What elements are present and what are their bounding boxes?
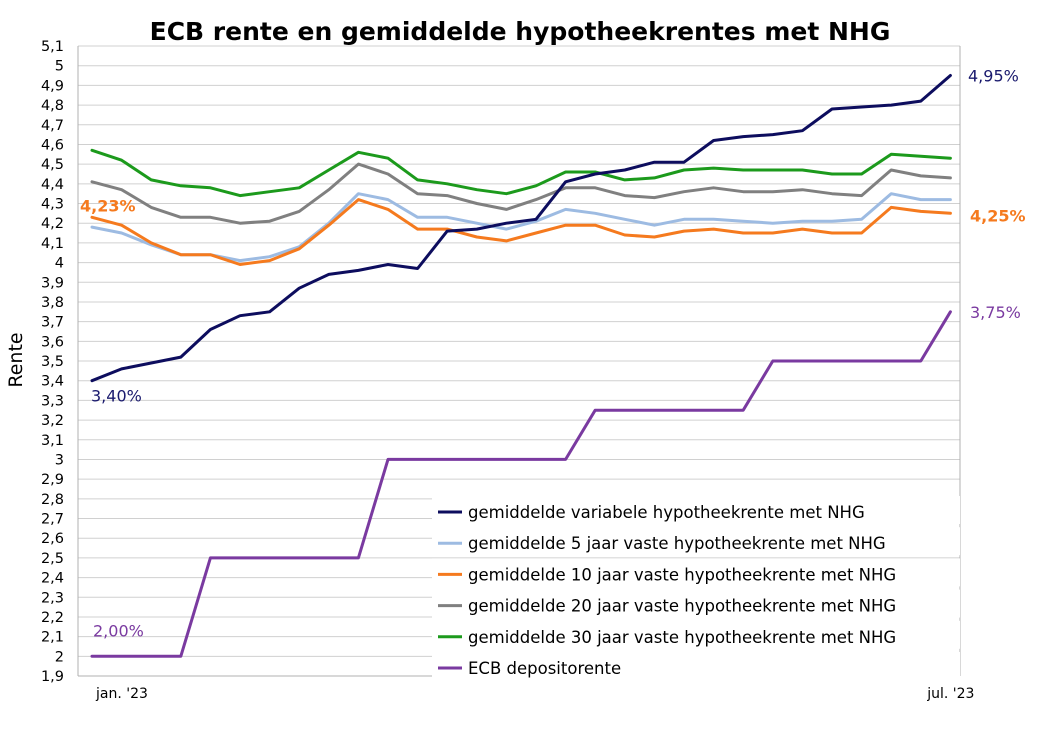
- legend-entry: gemiddelde variabele hypotheekrente met …: [468, 503, 865, 522]
- y-tick-label: 2,1: [41, 630, 64, 646]
- y-tick-label: 4,7: [41, 118, 64, 134]
- y-tick-label: 3,8: [41, 295, 64, 311]
- legend-bg: [432, 558, 960, 587]
- legend-bg: [432, 496, 960, 524]
- legend-bg: [432, 652, 960, 680]
- y-tick-label: 3,4: [41, 374, 64, 390]
- series-line: [90, 162, 952, 225]
- y-tick-label: 3,1: [41, 433, 64, 449]
- y-tick-label: 3,9: [41, 275, 64, 291]
- legend: gemiddelde variabele hypotheekrente met …: [432, 496, 960, 680]
- y-tick-label: 4,2: [41, 216, 64, 232]
- y-tick-label: 2,7: [41, 512, 64, 528]
- x-tick-label: jul. '23: [926, 686, 974, 702]
- y-tick-label: 4,3: [41, 197, 64, 213]
- y-axis-label: Rente: [5, 332, 27, 387]
- y-tick-label: 2,4: [41, 571, 64, 587]
- y-tick-label: 3,6: [41, 334, 64, 350]
- y-tick-label: 2,9: [41, 472, 64, 488]
- series-line: [90, 192, 952, 263]
- y-tick-label: 3,7: [41, 315, 64, 331]
- y-tick-label: 4,4: [41, 177, 64, 193]
- chart-title: ECB rente en gemiddelde hypotheekrentes …: [150, 17, 891, 46]
- legend-bg: [432, 527, 960, 556]
- y-tick-label: 2,5: [41, 551, 64, 567]
- y-tick-label: 5: [55, 59, 64, 75]
- data-labels: 3,40% 4,95% 4,23% 4,25% 2,00% 3,75%: [80, 67, 1026, 641]
- y-tick-label: 3: [55, 452, 64, 468]
- legend-bg: [432, 589, 960, 618]
- series-line: [90, 74, 952, 383]
- x-tick-labels: jan. '23 jul. '23: [95, 686, 974, 702]
- y-tick-label: 4,8: [41, 98, 64, 114]
- legend-entry: gemiddelde 5 jaar vaste hypotheekrente m…: [468, 534, 886, 553]
- data-label: 3,40%: [91, 387, 142, 406]
- y-tick-label: 4,6: [41, 137, 64, 153]
- series-line: [90, 310, 952, 658]
- legend-entry: gemiddelde 20 jaar vaste hypotheekrente …: [468, 597, 896, 616]
- y-tick-label: 2,3: [41, 590, 64, 606]
- y-tick-labels: 1,9 2 2,1 2,2 2,3 2,4 2,5 2,6 2,7 2,8 2,9 3 3,1 3,2 3,…: [41, 39, 64, 685]
- y-tick-label: 2,6: [41, 531, 64, 547]
- legend-entry: ECB depositorente: [468, 659, 621, 678]
- data-label: 4,23%: [80, 196, 136, 215]
- y-tick-label: 3,3: [41, 393, 64, 409]
- y-tick-label: 4,1: [41, 236, 64, 252]
- y-tick-label: 1,9: [41, 669, 64, 685]
- series-line: [90, 148, 952, 198]
- x-tick-label: jan. '23: [95, 686, 148, 702]
- y-tick-label: 2,8: [41, 492, 64, 508]
- y-tick-label: 2: [55, 649, 64, 665]
- legend-entry: gemiddelde 10 jaar vaste hypotheekrente …: [468, 565, 896, 584]
- y-tick-label: 5,1: [41, 39, 64, 55]
- y-tick-label: 2,2: [41, 610, 64, 626]
- data-label: 4,95%: [968, 67, 1019, 86]
- series-line: [90, 198, 952, 266]
- y-tick-label: 3,2: [41, 413, 64, 429]
- y-tick-label: 3,5: [41, 354, 64, 370]
- y-tick-label: 4: [55, 256, 64, 272]
- y-tick-label: 4,5: [41, 157, 64, 173]
- legend-entry: gemiddelde 30 jaar vaste hypotheekrente …: [468, 628, 896, 647]
- data-label: 3,75%: [970, 303, 1021, 322]
- series-lines: [90, 74, 952, 658]
- y-tick-label: 4,9: [41, 78, 64, 94]
- data-label: 4,25%: [970, 206, 1026, 225]
- legend-bg: [432, 620, 960, 649]
- data-label: 2,00%: [93, 621, 144, 640]
